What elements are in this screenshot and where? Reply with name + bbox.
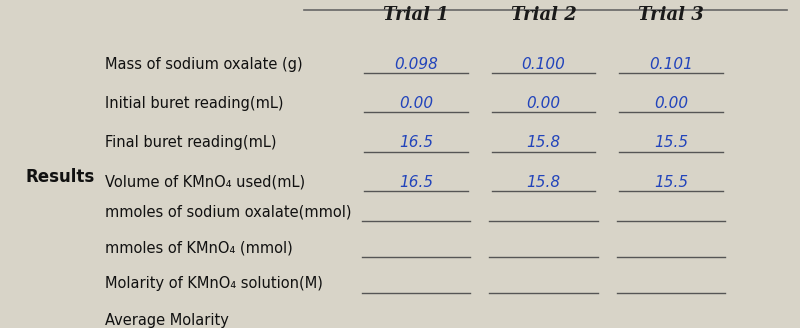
Text: Volume of KMnO₄ used(mL): Volume of KMnO₄ used(mL) [105,174,305,190]
Text: 15.8: 15.8 [526,174,561,190]
Text: 0.101: 0.101 [649,57,693,72]
Text: 0.100: 0.100 [522,57,566,72]
Text: 0.00: 0.00 [399,96,433,111]
Text: 16.5: 16.5 [399,174,433,190]
Text: Final buret reading(mL): Final buret reading(mL) [105,135,277,150]
Text: 0.00: 0.00 [526,96,561,111]
Text: Trial 1: Trial 1 [383,6,449,24]
Text: mmoles of sodium oxalate(mmol): mmoles of sodium oxalate(mmol) [105,204,351,219]
Text: Trial 2: Trial 2 [510,6,576,24]
Text: Average Molarity: Average Molarity [105,313,229,328]
Text: 0.00: 0.00 [654,96,688,111]
Text: 16.5: 16.5 [399,135,433,150]
Text: 15.5: 15.5 [654,135,688,150]
Text: Mass of sodium oxalate (g): Mass of sodium oxalate (g) [105,57,302,72]
Text: Initial buret reading(mL): Initial buret reading(mL) [105,96,283,111]
Text: 15.8: 15.8 [526,135,561,150]
Text: Results: Results [26,168,94,186]
Text: Molarity of KMnO₄ solution(Μ): Molarity of KMnO₄ solution(Μ) [105,277,323,292]
Text: 0.098: 0.098 [394,57,438,72]
Text: mmoles of KMnO₄ (mmol): mmoles of KMnO₄ (mmol) [105,240,293,256]
Text: Trial 3: Trial 3 [638,6,704,24]
Text: 15.5: 15.5 [654,174,688,190]
